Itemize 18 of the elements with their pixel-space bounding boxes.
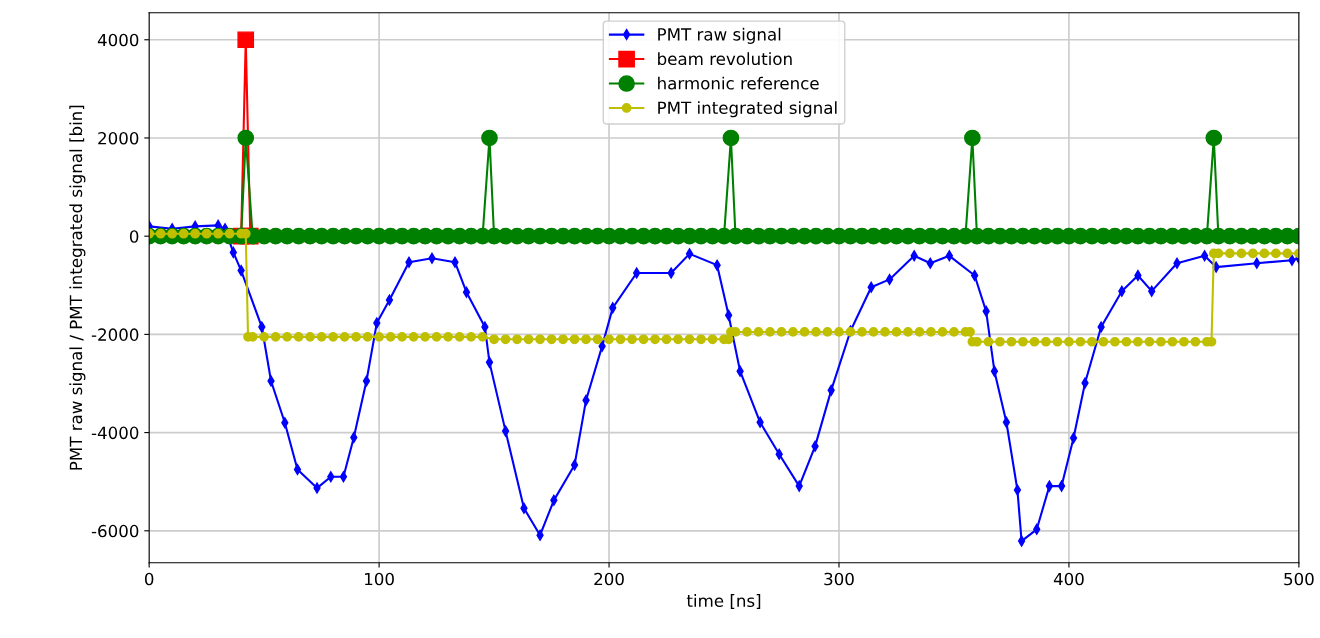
y-tick-label: 2000 — [98, 131, 139, 145]
x-tick-label: 0 — [144, 572, 154, 586]
x-tick-label: 200 — [594, 572, 624, 586]
legend-label: beam revolution — [658, 52, 792, 66]
legend-label: PMT raw signal — [658, 27, 781, 44]
y-tick-label: -6000 — [91, 524, 139, 538]
x-axis-title: time [ns] — [686, 594, 761, 609]
x-tick-label: 400 — [1053, 572, 1084, 586]
legend-label: PMT integrated signal — [658, 101, 837, 118]
y-axis-title: PMT raw signal / PMT integrated signal [bin] — [69, 105, 86, 470]
y-tick-label: 0 — [129, 230, 139, 243]
y-tick-label: -2000 — [91, 328, 139, 341]
x-tick-label: 500 — [1284, 572, 1314, 586]
x-tick-label: 100 — [365, 572, 394, 586]
y-tick-label: 4000 — [97, 33, 139, 47]
x-tick-label: 300 — [824, 572, 854, 586]
legend-label: harmonic reference — [658, 76, 819, 90]
y-tick-label: -4000 — [91, 426, 139, 440]
